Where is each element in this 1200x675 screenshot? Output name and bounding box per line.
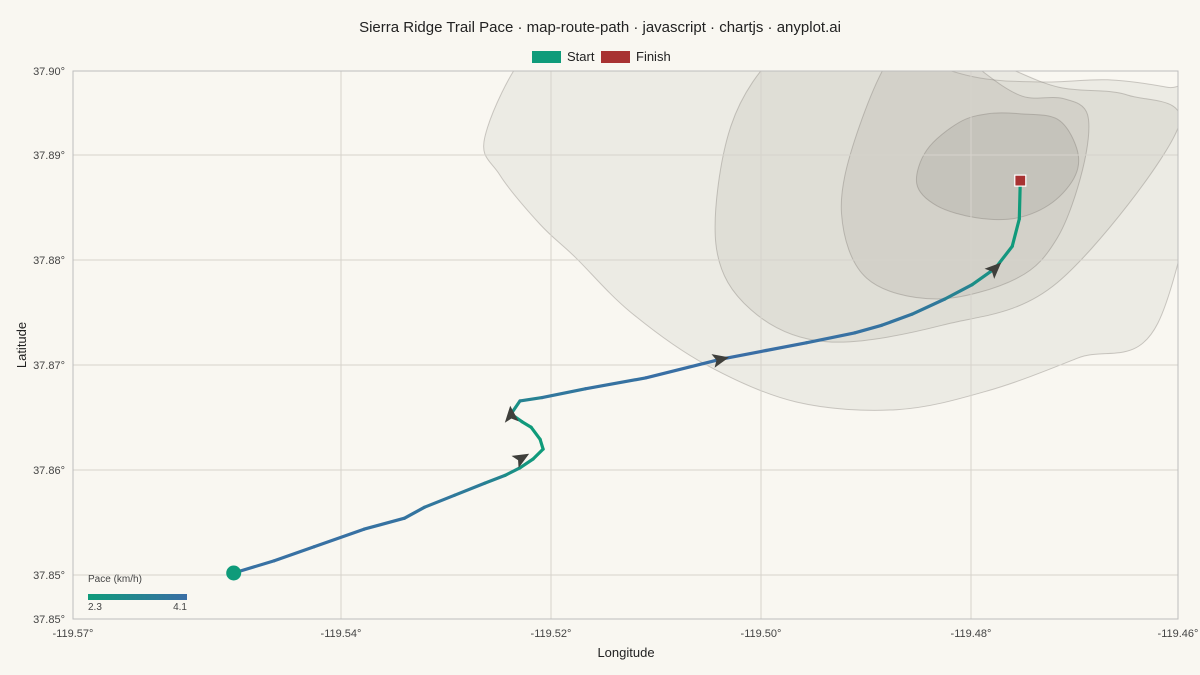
pace-colorbar-max: 4.1 xyxy=(173,602,187,613)
y-tick-label: 37.90° xyxy=(33,66,65,78)
route-segment xyxy=(643,357,723,380)
route-segment xyxy=(362,516,407,531)
route-segment xyxy=(402,505,427,520)
route-segment xyxy=(943,283,974,301)
x-tick-label: -119.54° xyxy=(321,628,362,640)
route-segment xyxy=(529,425,542,441)
direction-arrow xyxy=(984,262,1002,279)
y-tick-label: 37.88° xyxy=(33,255,65,267)
direction-arrow xyxy=(511,453,530,469)
route-segment xyxy=(538,437,545,451)
legend-finish-swatch[interactable] xyxy=(601,51,630,63)
route-segment xyxy=(518,457,535,470)
finish-marker xyxy=(1014,174,1027,187)
route-segment xyxy=(910,297,947,316)
y-tick-label: 37.86° xyxy=(33,465,65,477)
elevation-contour-2 xyxy=(714,71,1178,343)
y-tick-label: 37.89° xyxy=(33,150,65,162)
x-tick-label: -119.50° xyxy=(741,628,782,640)
y-tick-label: 37.85° xyxy=(33,570,65,582)
elevation-contour-4 xyxy=(915,112,1080,221)
legend-finish-label[interactable]: Finish xyxy=(636,49,671,64)
route-segment xyxy=(483,473,507,485)
x-tick-label: -119.57° xyxy=(53,628,94,640)
y-tick-labels: 37.90° 37.89° 37.88° 37.87° 37.86° 37.85° 37.8… xyxy=(33,66,65,626)
x-tick-label: -119.48° xyxy=(951,628,992,640)
direction-arrows xyxy=(504,262,1002,469)
legend-start-swatch[interactable] xyxy=(532,51,561,63)
route-segment xyxy=(804,331,857,345)
elevation-contour-1 xyxy=(483,71,1178,411)
route-segment xyxy=(880,312,914,327)
x-tick-label: -119.46° xyxy=(1158,628,1199,640)
pace-colorbar-min: 2.3 xyxy=(88,602,102,613)
plot-frame xyxy=(72,70,1179,620)
route-segment xyxy=(503,466,522,477)
route-segment xyxy=(272,545,316,563)
pace-colorbar: Pace (km/h) 2.3 4.1 xyxy=(88,574,187,613)
route-segment xyxy=(1010,217,1021,248)
route-segment xyxy=(1017,179,1022,221)
elevation-contour-3 xyxy=(840,71,1090,300)
route-segment xyxy=(312,527,366,549)
route-segment xyxy=(583,376,648,391)
y-tick-label: 37.87° xyxy=(33,360,65,372)
route-segment xyxy=(852,323,884,335)
start-marker xyxy=(226,565,242,581)
route-segment xyxy=(453,481,487,497)
pace-colorbar-gradient xyxy=(88,594,187,600)
route-markers xyxy=(226,174,1027,581)
elevation-contours xyxy=(483,71,1178,411)
route-segment xyxy=(518,396,544,403)
route-segment xyxy=(423,493,457,509)
route-segment xyxy=(520,420,533,429)
route-segment xyxy=(540,387,587,400)
y-axis-title: Latitude xyxy=(14,322,29,368)
y-tick-label: 37.85° xyxy=(33,614,65,626)
route-segment xyxy=(764,341,808,353)
x-axis-title: Longitude xyxy=(597,645,654,660)
chart-title: Sierra Ridge Trail Pace · map-route-path… xyxy=(359,19,841,36)
chart-legend[interactable]: Start Finish xyxy=(532,49,671,64)
direction-arrow xyxy=(711,354,729,368)
pace-colorbar-title: Pace (km/h) xyxy=(88,574,142,585)
route-segment xyxy=(531,447,545,461)
legend-start-label[interactable]: Start xyxy=(567,49,595,64)
x-tick-label: -119.52° xyxy=(531,628,572,640)
x-tick-labels: -119.57° -119.54° -119.52° -119.50° -119.48°… xyxy=(53,628,1199,640)
direction-arrow xyxy=(504,405,519,423)
